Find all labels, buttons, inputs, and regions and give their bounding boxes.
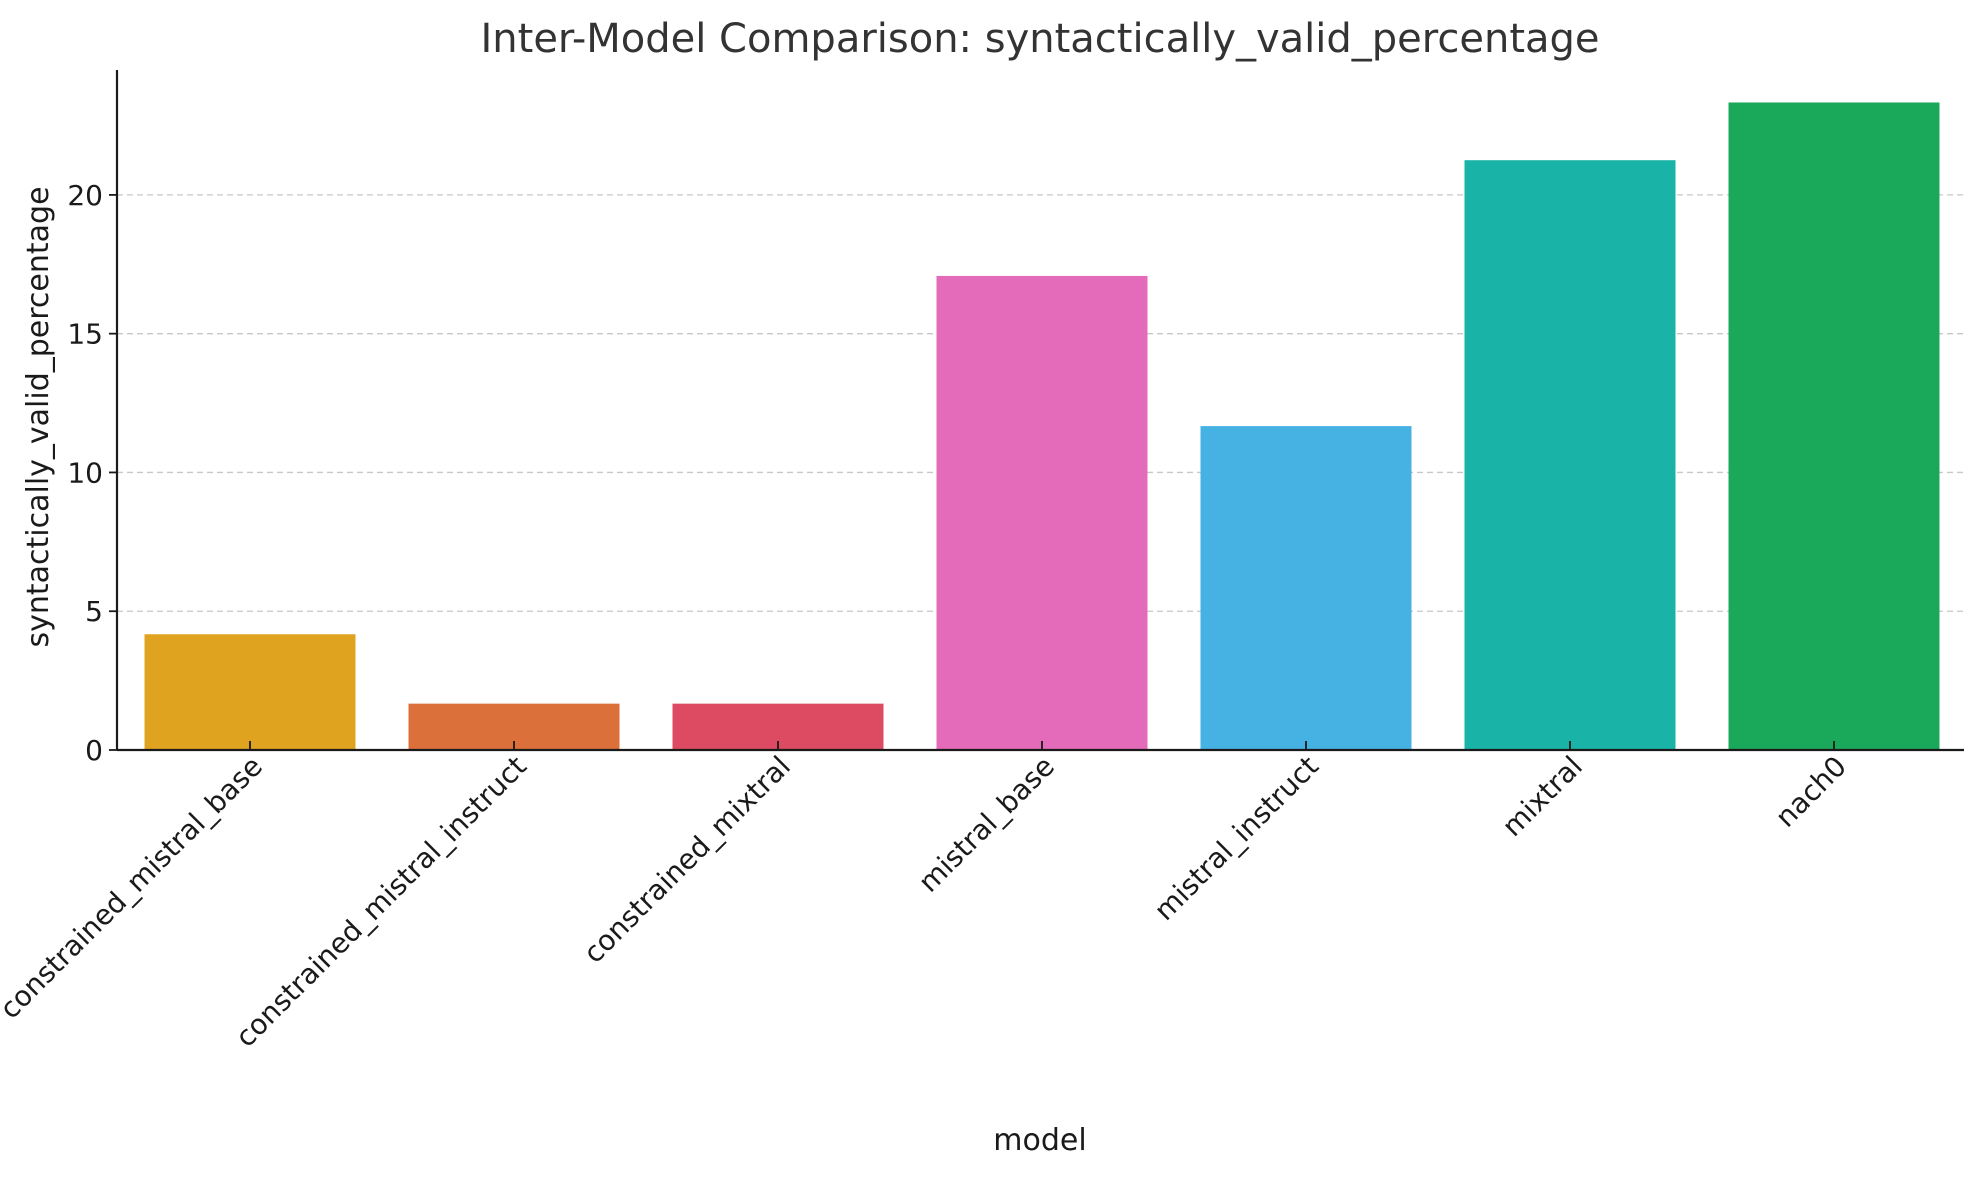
y-ticks: 0 5 10 15 20 bbox=[67, 179, 117, 767]
x-tick-label-6: nach0 bbox=[1769, 750, 1853, 834]
bar-mixtral bbox=[1464, 160, 1676, 750]
bar-nach0 bbox=[1728, 102, 1940, 751]
x-tick-label-4: mistral_instruct bbox=[1148, 750, 1325, 927]
bars bbox=[144, 102, 1940, 751]
y-tick-label-2: 10 bbox=[67, 456, 103, 489]
axes bbox=[115, 70, 1964, 752]
y-tick-label-1: 5 bbox=[85, 595, 103, 628]
bar-mistral_instruct bbox=[1200, 426, 1412, 750]
x-tick-label-0: constrained_mistral_base bbox=[0, 750, 269, 1026]
x-tick-label-5: mixtral bbox=[1496, 750, 1589, 843]
bar-mistral_base bbox=[936, 275, 1148, 750]
y-axis-label: syntactically_valid_percentage bbox=[21, 186, 56, 647]
bar-constrained_mistral_base bbox=[144, 634, 356, 750]
x-axis-label: model bbox=[993, 1123, 1086, 1158]
chart-title: Inter-Model Comparison: syntactically_va… bbox=[480, 16, 1599, 62]
y-tick-label-0: 0 bbox=[85, 734, 103, 767]
x-ticks: constrained_mistral_baseconstrained_mist… bbox=[0, 741, 1853, 1054]
y-tick-label-3: 15 bbox=[67, 318, 103, 351]
x-tick-label-1: constrained_mistral_instruct bbox=[229, 750, 533, 1054]
x-tick-label-3: mistral_base bbox=[912, 750, 1061, 899]
y-tick-label-4: 20 bbox=[67, 179, 103, 212]
x-tick-label-2: constrained_mixtral bbox=[577, 750, 797, 970]
